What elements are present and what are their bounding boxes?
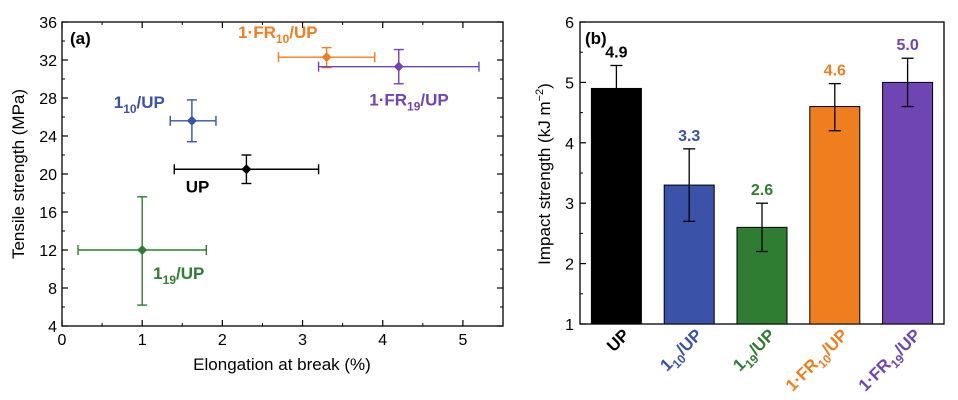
- panel-a-frame: [61, 21, 504, 327]
- scatter-point-label-subscript: 19: [407, 100, 421, 114]
- bar-group: 5.0: [882, 37, 934, 325]
- y-tick-label: 2: [565, 257, 574, 274]
- x-tick-label: 4: [378, 332, 387, 349]
- panel-a-y-axis-title: Tensile strength (MPa): [9, 89, 28, 259]
- x-tick-label: 0: [58, 332, 67, 349]
- panel-a-label: (a): [70, 29, 91, 48]
- bar-category-label: 119/UP: [729, 325, 781, 377]
- bar-value-label: 3.3: [678, 128, 700, 145]
- scatter-point-group: 1·FR10/UP: [238, 23, 376, 69]
- scatter-point-label: 1·FR19/UP: [369, 91, 448, 114]
- x-tick-label: 2: [218, 332, 227, 349]
- bar-value-label: 4.9: [605, 44, 627, 61]
- bar-category-label: 110/UP: [656, 325, 708, 377]
- y-tick-label: 5: [565, 75, 574, 92]
- bar-value-label: 2.6: [751, 182, 773, 199]
- panel-b-y-axis-title-main: Impact strength (kJ m: [535, 101, 554, 264]
- y-tick-label: 6: [565, 15, 574, 32]
- bar-category-label: UP: [603, 325, 633, 355]
- y-tick-label: 20: [39, 167, 57, 184]
- x-tick-label: 3: [298, 332, 307, 349]
- panel-b-y-ticks: 1 2 3 4 5 6: [565, 15, 586, 334]
- y-tick-label: 4: [565, 136, 574, 153]
- panel-b-bar-chart: (b) 1 2 3 4 5 6 4.9 3.3 2.6 4.6 5.0 UP 110/UP 119/U…: [534, 15, 945, 397]
- scatter-point-marker: [186, 115, 197, 126]
- scatter-point-label-subscript: 10: [123, 102, 137, 116]
- scatter-point-label: 119/UP: [153, 264, 204, 287]
- bar-group: 2.6: [736, 182, 788, 325]
- scatter-point-label: UP: [186, 177, 210, 196]
- scatter-point-label-main: 1·FR: [369, 91, 407, 110]
- bar-category-label: 1·FR10/UP: [782, 325, 854, 397]
- bar: [882, 81, 934, 325]
- scatter-point-label-suffix: /UP: [137, 93, 165, 112]
- scatter-point-label: 1·FR10/UP: [238, 23, 317, 46]
- scatter-point-marker: [393, 61, 404, 72]
- scatter-point-label-suffix: /UP: [420, 91, 448, 110]
- panel-b-label: (b): [585, 29, 607, 48]
- y-tick-label: 3: [565, 196, 574, 213]
- scatter-point-label: 110/UP: [114, 93, 165, 116]
- scatter-point-label-main: 1: [153, 264, 162, 283]
- panel-b-y-axis-title-sup: −2: [534, 89, 546, 102]
- scatter-point-group: 119/UP: [77, 196, 208, 306]
- y-tick-label: 12: [39, 243, 57, 260]
- y-tick-label: 24: [39, 129, 57, 146]
- scatter-point-marker: [321, 52, 332, 63]
- scatter-point-label-subscript: 10: [276, 32, 290, 46]
- x-tick-label: 5: [458, 332, 467, 349]
- bar-category-label-main: UP: [603, 325, 633, 355]
- panel-a-x-axis-title: Elongation at break (%): [193, 355, 371, 374]
- bar-group: 4.6: [809, 63, 861, 325]
- scatter-point-group: 1·FR19/UP: [317, 48, 480, 114]
- scatter-point-label-main: 1·FR: [238, 23, 276, 42]
- panel-b-category-labels: UP 110/UP 119/UP1·FR10/UP1·FR19/UP: [603, 325, 927, 397]
- scatter-point-label-main: 1: [114, 93, 123, 112]
- scatter-point-group: UP: [173, 154, 320, 196]
- scatter-point-group: 110/UP: [114, 93, 217, 143]
- bar-category-label: 1·FR19/UP: [855, 325, 927, 397]
- y-tick-label: 36: [39, 15, 57, 32]
- y-tick-label: 1: [565, 317, 574, 334]
- scatter-point-marker: [137, 245, 148, 255]
- panel-b-y-axis-title: Impact strength (kJ m−2): [534, 83, 554, 265]
- y-tick-label: 16: [39, 205, 57, 222]
- x-tick-label: 1: [138, 332, 147, 349]
- bar-value-label: 4.6: [824, 63, 846, 80]
- bar-group: 4.9: [590, 44, 642, 325]
- bar-group: 3.3: [663, 128, 715, 325]
- bar: [590, 87, 642, 325]
- bar-value-label: 5.0: [896, 37, 918, 54]
- y-tick-label: 32: [39, 53, 57, 70]
- scatter-point-label-suffix: /UP: [176, 264, 204, 283]
- scatter-point-label-main: UP: [186, 177, 210, 196]
- y-tick-label: 28: [39, 91, 57, 108]
- y-tick-label: 4: [48, 319, 57, 336]
- panel-b-y-axis-title-end: ): [535, 83, 554, 89]
- scatter-point-marker: [241, 164, 252, 175]
- scatter-point-label-suffix: /UP: [289, 23, 317, 42]
- panel-b-bars: 4.9 3.3 2.6 4.6 5.0: [590, 37, 934, 325]
- scatter-point-label-subscript: 19: [163, 273, 177, 287]
- bar: [809, 106, 861, 325]
- panel-a-y-ticks: 4 8 12 16 20 24 28 32 36: [39, 15, 503, 336]
- panel-a-x-ticks: 0 1 2 3 4 5: [58, 22, 467, 349]
- y-tick-label: 8: [48, 281, 57, 298]
